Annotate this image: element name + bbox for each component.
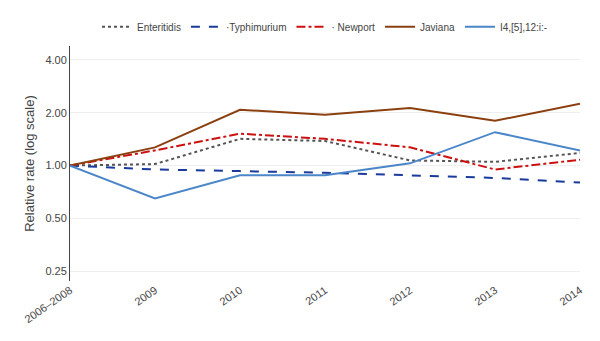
svg-text:· Newport: · Newport: [331, 22, 375, 33]
svg-text:2011: 2011: [303, 284, 329, 307]
svg-text:0.50: 0.50: [45, 212, 66, 224]
svg-text:2014: 2014: [557, 284, 584, 308]
svg-text:1.00: 1.00: [45, 159, 66, 171]
svg-text:2006–2008: 2006–2008: [22, 284, 74, 325]
svg-text:2013: 2013: [472, 284, 499, 308]
svg-text:I4,[5],12:i:-: I4,[5],12:i:-: [500, 22, 547, 33]
svg-text:0.25: 0.25: [45, 265, 66, 277]
svg-text:·Typhimurium: ·Typhimurium: [226, 22, 287, 33]
svg-text:Relative rate (log scale): Relative rate (log scale): [22, 95, 37, 232]
svg-text:4.00: 4.00: [45, 54, 66, 66]
svg-text:Enteritidis: Enteritidis: [137, 22, 181, 33]
svg-text:2010: 2010: [217, 284, 244, 308]
svg-text:Javiana: Javiana: [420, 22, 455, 33]
svg-text:2009: 2009: [132, 284, 159, 308]
svg-text:2.00: 2.00: [45, 107, 66, 119]
svg-text:2012: 2012: [387, 284, 414, 308]
